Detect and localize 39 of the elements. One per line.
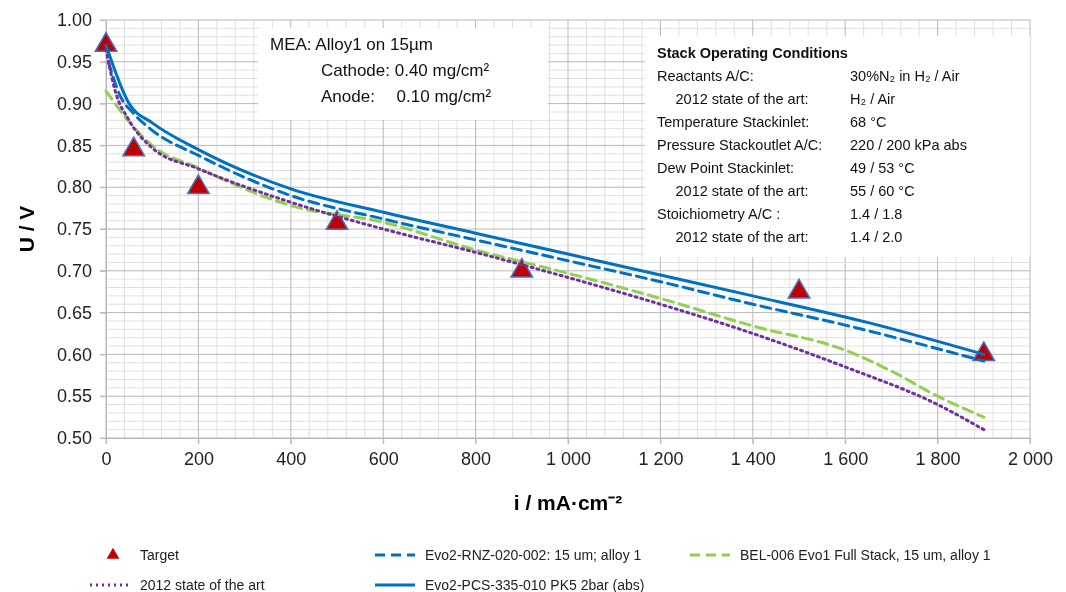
- y-tick-label: 0.95: [56, 52, 92, 73]
- point: [325, 209, 349, 231]
- y-tick-label: 1.00: [56, 10, 92, 31]
- annotation: Cathode: 0.40 mg/cm²: [270, 61, 490, 80]
- x-tick-label: 1 600: [823, 448, 869, 469]
- y-tick-label: 0.70: [56, 261, 92, 282]
- point: [122, 136, 146, 157]
- y-tick-label: 0.75: [56, 219, 92, 240]
- point: [186, 174, 210, 195]
- annotation: Anode: 0.10 mg/cm²: [270, 87, 492, 106]
- x-tick-label: 400: [276, 448, 307, 469]
- y-tick-label: 0.50: [56, 428, 92, 449]
- y-tick-label: 0.60: [56, 344, 92, 365]
- annotation: Stack Operating Conditions: [657, 45, 848, 61]
- annotation: MEA: Alloy1 on 15µm: [270, 35, 433, 54]
- x-tick-label: 1 200: [638, 448, 684, 469]
- legend-label: BEL-006 Evo1 Full Stack, 15 um, alloy 1: [740, 547, 991, 563]
- legend-label: 2012 state of the art: [140, 577, 265, 592]
- x-axis-title: i / mA·cm⁻²: [513, 491, 623, 514]
- x-tick-label: 1 800: [915, 448, 961, 469]
- x-tick-label: 800: [461, 448, 492, 469]
- x-tick-label: 1 400: [730, 448, 776, 469]
- y-tick-label: 0.85: [56, 135, 92, 156]
- x-tick-label: 2 000: [1007, 448, 1054, 469]
- text-box: MEA: Alloy1 on 15µm Cathode: 0.40 mg/cm² Anode: 0.10 mg/cm²: [258, 28, 548, 120]
- legend-label: Target: [140, 547, 180, 563]
- x-tick-label: 200: [183, 448, 214, 469]
- x-tick-label: 0: [101, 448, 112, 469]
- y-tick-label: 0.90: [56, 93, 92, 114]
- point: [787, 278, 811, 299]
- y-tick-label: 0.80: [56, 177, 92, 198]
- legend-label: Evo2-RNZ-020-002: 15 um; alloy 1: [425, 547, 642, 563]
- y-tick-label: 0.65: [56, 302, 92, 323]
- y-axis-title: U / V: [15, 205, 38, 253]
- x-tick-label: 1 000: [545, 448, 592, 469]
- text-box: Stack Operating Conditions Reactants A/C: 30%N₂ in H₂ / Air 2012 state of the art: H₂ / Air Temperature Stackinlet: 68 °C Pressure Stackoutlet A/C: 220 / 200 kPa abs Dew Point Stackinlet: 49 / 53 °C 2012 state of the art: 55 / 60 °C Stoichiometry A/C : 1.4 / 1.8 2012 state of the art: 1.4 / 2.0: [645, 36, 1030, 257]
- legend-label: Evo2-PCS-335-010 PK5 2bar (abs): [425, 577, 645, 592]
- y-tick-label: 0.55: [56, 386, 92, 407]
- x-tick-label: 600: [368, 448, 399, 469]
